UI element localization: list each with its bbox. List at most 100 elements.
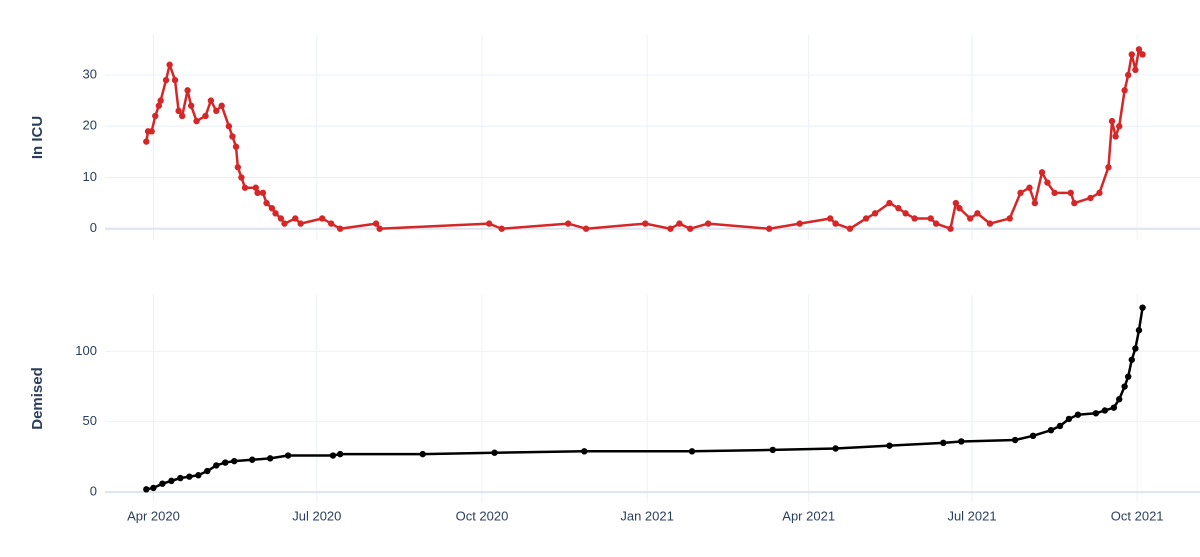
data-point: [187, 102, 195, 109]
y-tick-label: 100: [75, 343, 97, 358]
data-point: [155, 102, 163, 109]
x-tick-label: Jul 2021: [947, 508, 996, 523]
data-point: [266, 455, 274, 462]
data-point: [207, 97, 215, 104]
data-point: [259, 189, 267, 197]
data-point: [1139, 304, 1146, 311]
data-point: [1101, 407, 1109, 414]
data-point: [218, 102, 225, 109]
data-point: [832, 220, 839, 227]
data-point: [927, 215, 934, 222]
x-tick-label: Apr 2020: [127, 508, 180, 523]
data-point: [177, 474, 184, 482]
data-point: [1132, 345, 1139, 352]
data-point: [168, 477, 175, 485]
data-point: [1044, 179, 1051, 186]
data-point: [1105, 164, 1112, 171]
data-point: [1112, 133, 1119, 140]
data-point: [292, 215, 299, 222]
x-tick-label: Oct 2021: [1111, 508, 1164, 523]
data-point: [1051, 189, 1058, 197]
data-point: [202, 112, 209, 120]
data-point: [263, 199, 270, 207]
data-point: [862, 215, 870, 222]
data-point: [932, 220, 940, 227]
data-point: [193, 117, 200, 125]
data-point: [376, 225, 383, 232]
data-point: [336, 450, 344, 458]
data-point: [231, 457, 238, 465]
data-point: [150, 484, 157, 492]
data-point: [1056, 422, 1064, 430]
data-point: [1038, 169, 1046, 176]
data-point: [974, 210, 981, 217]
data-point: [166, 61, 173, 68]
data-point: [1108, 117, 1116, 125]
data-point: [336, 225, 344, 232]
data-point: [911, 215, 918, 222]
data-point: [952, 199, 960, 207]
x-tick-label: Jul 2020: [292, 508, 341, 523]
data-point: [886, 442, 893, 449]
data-point: [1029, 432, 1037, 440]
data-point: [1139, 51, 1146, 58]
data-point: [184, 87, 191, 94]
data-point: [498, 225, 505, 232]
data-point: [157, 97, 164, 104]
data-point: [902, 210, 909, 217]
data-point: [1065, 415, 1073, 423]
data-point: [796, 220, 803, 227]
data-point: [327, 220, 335, 227]
data-point: [676, 220, 683, 227]
data-point: [765, 225, 773, 232]
data-point: [222, 459, 229, 466]
y-tick-label: 0: [90, 484, 97, 499]
data-point: [1132, 66, 1139, 74]
data-point: [1087, 194, 1094, 202]
data-point: [1074, 411, 1082, 418]
data-point: [175, 107, 182, 115]
data-point: [832, 445, 839, 452]
data-point: [171, 76, 179, 84]
data-point: [329, 452, 337, 459]
data-point: [1071, 199, 1078, 207]
data-point: [268, 205, 276, 212]
data-point: [1026, 184, 1033, 191]
data-point: [956, 205, 963, 212]
data-point: [1047, 426, 1055, 434]
data-point: [143, 138, 150, 145]
data-point: [642, 220, 649, 227]
data-point: [162, 76, 170, 84]
data-point: [958, 438, 965, 445]
data-point: [419, 450, 426, 458]
data-point: [1135, 327, 1143, 334]
data-point: [213, 462, 220, 469]
data-point: [1067, 189, 1074, 197]
data-point: [940, 439, 947, 447]
data-point: [491, 449, 498, 456]
data-point: [281, 220, 288, 227]
data-point: [1121, 87, 1128, 94]
data-point: [967, 215, 974, 222]
data-point: [1128, 356, 1135, 363]
data-point: [229, 133, 236, 140]
data-point: [686, 225, 694, 232]
y-tick-label: 0: [90, 220, 97, 235]
data-point: [947, 225, 954, 232]
data-point: [886, 199, 893, 207]
data-point: [252, 184, 259, 191]
data-point: [178, 112, 186, 120]
data-point: [1135, 46, 1143, 53]
y-tick-label: 30: [83, 66, 97, 81]
data-point: [213, 107, 220, 115]
data-point: [1124, 71, 1132, 79]
y-tick-label: 50: [83, 413, 97, 428]
data-point: [238, 174, 245, 181]
data-point: [667, 225, 674, 232]
series-line: [145, 48, 1144, 230]
x-tick-label: Jan 2021: [620, 508, 674, 523]
x-tick-label: Oct 2020: [456, 508, 509, 523]
data-point: [704, 220, 712, 227]
